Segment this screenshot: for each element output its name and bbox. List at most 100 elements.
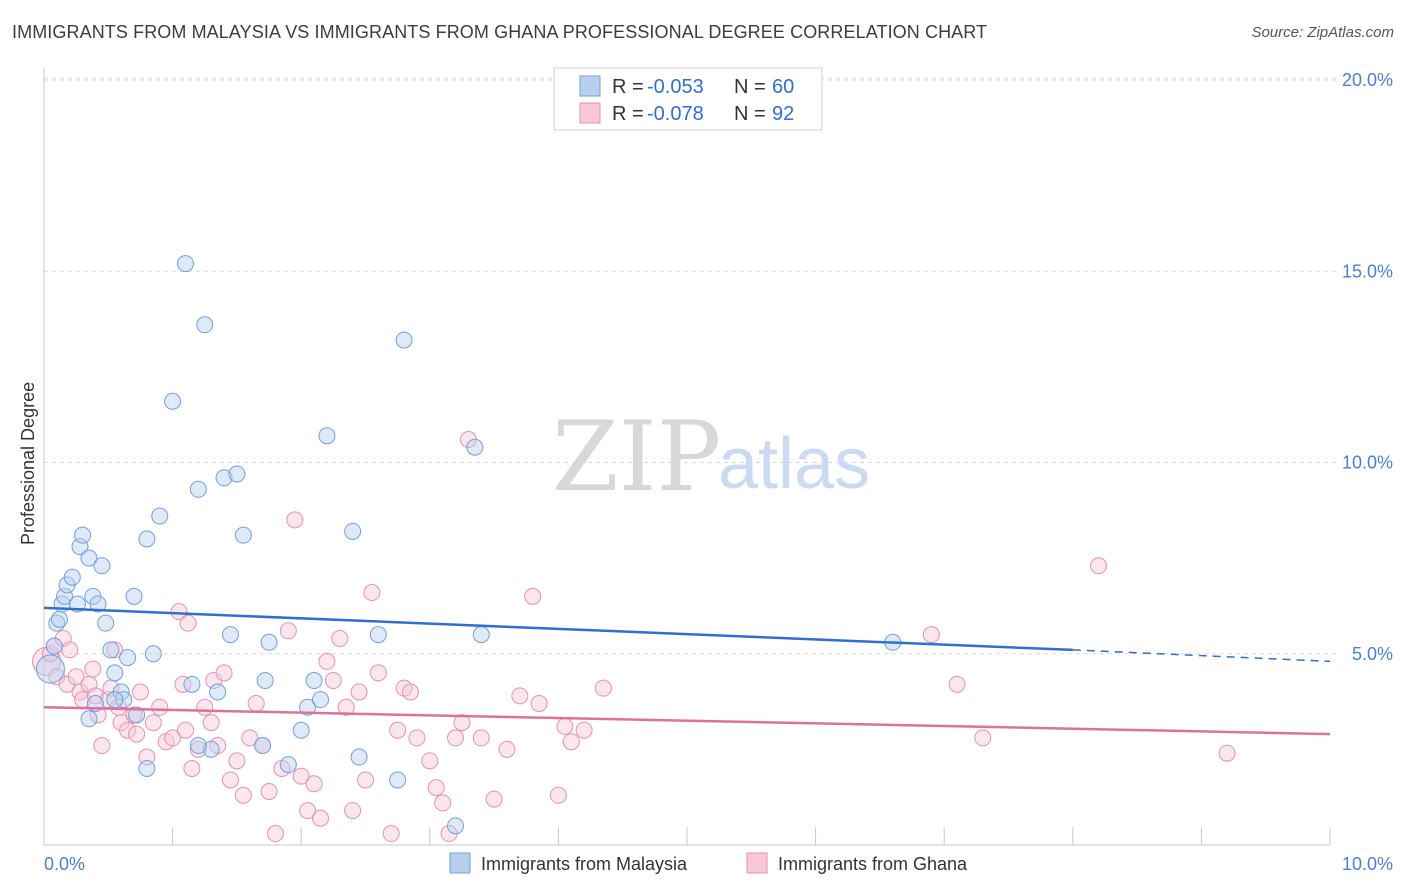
ghana-data-point — [511, 687, 529, 705]
legend-r-value-ghana: -0.078 — [647, 103, 704, 125]
malaysia-data-point — [305, 672, 323, 690]
ghana-data-point — [402, 683, 420, 701]
ghana-data-point — [221, 771, 239, 789]
legend-r-label-malaysia: R = — [612, 76, 644, 98]
ghana-data-point — [324, 672, 342, 690]
malaysia-data-point — [466, 438, 484, 456]
ghana-data-point — [337, 698, 355, 716]
ghana-data-point — [41, 645, 59, 663]
ghana-data-point — [389, 721, 407, 739]
ghana-data-point — [922, 626, 940, 644]
ghana-data-point — [594, 679, 612, 697]
y-tick-label-10: 10.0% — [1342, 453, 1393, 473]
malaysia-data-point — [102, 641, 120, 659]
ghana-data-point — [434, 794, 452, 812]
ghana-data-point — [948, 675, 966, 693]
malaysia-data-point — [228, 465, 246, 483]
ghana-data-point — [151, 698, 169, 716]
ghana-data-point — [174, 675, 192, 693]
malaysia-data-point — [35, 654, 65, 684]
malaysia-data-point — [138, 530, 156, 548]
bottom-legend-swatch-malaysia — [449, 852, 471, 874]
ghana-data-point — [549, 786, 567, 804]
malaysia-data-point — [350, 748, 368, 766]
ghana-data-point — [311, 809, 329, 827]
ghana-data-point — [974, 729, 992, 747]
malaysia-data-point — [183, 675, 201, 693]
ghana-data-point — [189, 740, 207, 758]
ghana-data-point — [472, 729, 490, 747]
malaysia-data-point — [74, 526, 92, 544]
malaysia-data-point — [151, 507, 169, 525]
legend-n-value-ghana: 92 — [772, 103, 794, 125]
malaysia-data-point — [93, 557, 111, 575]
chart-title: IMMIGRANTS FROM MALAYSIA VS IMMIGRANTS F… — [12, 22, 988, 42]
malaysia-data-point — [196, 316, 214, 334]
ghana-data-point — [196, 698, 214, 716]
malaysia-data-point — [221, 626, 239, 644]
malaysia-data-point — [279, 756, 297, 774]
axes — [43, 68, 1331, 846]
ghana-data-point — [179, 614, 197, 632]
ghana-data-point — [266, 825, 284, 843]
y-axis-label: Professional Degree — [18, 382, 38, 545]
malaysia-data-point — [63, 568, 81, 586]
watermark-atlas: atlas — [718, 424, 870, 504]
ghana-data-point — [215, 664, 233, 682]
malaysia-data-point — [106, 691, 124, 709]
ghana-data-point — [408, 729, 426, 747]
malaysia-data-point — [256, 672, 274, 690]
x-tick-label-max: 10.0% — [1342, 854, 1393, 874]
ghana-data-point — [84, 660, 102, 678]
malaysia-data-point — [119, 649, 137, 667]
y-tick-label-15: 15.0% — [1342, 261, 1393, 281]
ghana-data-point — [247, 694, 265, 712]
ghana-data-point — [344, 802, 362, 820]
malaysia-data-point — [45, 637, 63, 655]
correlation-legend: R = -0.053 N = 60 R = -0.078 N = 92 — [553, 67, 823, 131]
ghana-data-point — [369, 664, 387, 682]
bottom-legend-label-malaysia: Immigrants from Malaysia — [481, 854, 688, 874]
malaysia-data-point — [202, 740, 220, 758]
malaysia-data-point — [189, 480, 207, 498]
series-ghana-points — [32, 431, 1236, 843]
malaysia-data-point — [299, 698, 317, 716]
ghana-data-point — [357, 771, 374, 789]
ghana-data-point — [183, 760, 201, 777]
ghana-data-point — [562, 733, 580, 751]
ghana-data-point — [427, 779, 445, 797]
malaysia-data-point — [311, 691, 329, 709]
ghana-data-point — [176, 721, 194, 739]
legend-n-label-ghana: N = — [734, 103, 766, 125]
ghana-data-point — [1218, 744, 1236, 762]
ghana-data-point — [93, 737, 111, 755]
ghana-data-point — [447, 729, 465, 747]
ghana-data-point — [292, 767, 310, 785]
malaysia-data-point — [234, 526, 252, 544]
series-malaysia-points — [35, 255, 902, 835]
ghana-data-point — [318, 652, 336, 670]
malaysia-data-point — [389, 771, 407, 789]
bottom-legend-swatch-ghana — [746, 852, 768, 874]
y-tick-label-20: 20.0% — [1342, 70, 1393, 90]
series-legend: Immigrants from Malaysia Immigrants from… — [449, 852, 968, 874]
ghana-data-point — [106, 641, 124, 659]
ghana-data-point — [421, 752, 439, 770]
malaysia-data-point — [472, 626, 490, 644]
malaysia-data-point — [164, 392, 182, 410]
malaysia-trend-extension — [1072, 649, 1331, 663]
ghana-data-point — [382, 825, 400, 843]
malaysia-data-point — [106, 664, 124, 682]
legend-r-label-ghana: R = — [612, 103, 644, 125]
malaysia-data-point — [395, 331, 413, 349]
ghana-data-point — [228, 752, 246, 770]
legend-r-value-malaysia: -0.053 — [647, 76, 704, 98]
ghana-data-point — [241, 729, 259, 747]
legend-n-label-malaysia: N = — [734, 76, 766, 98]
malaysia-trend-line — [43, 606, 1073, 652]
malaysia-data-point — [318, 427, 336, 445]
malaysia-data-point — [80, 549, 98, 567]
ghana-data-point — [363, 584, 381, 602]
malaysia-data-point — [215, 469, 233, 487]
